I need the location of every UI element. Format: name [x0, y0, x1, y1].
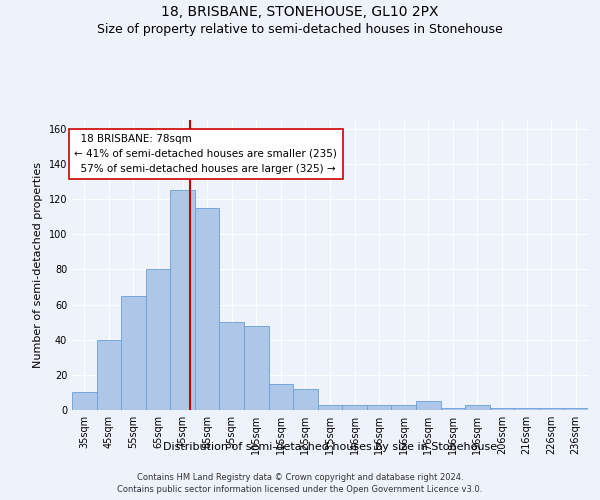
Bar: [465, 404, 490, 410]
Y-axis label: Number of semi-detached properties: Number of semi-detached properties: [33, 162, 43, 368]
Bar: [391, 404, 416, 410]
Text: Contains HM Land Registry data © Crown copyright and database right 2024.: Contains HM Land Registry data © Crown c…: [137, 472, 463, 482]
Bar: [269, 384, 293, 410]
Bar: [170, 190, 195, 410]
Bar: [97, 340, 121, 410]
Text: Size of property relative to semi-detached houses in Stonehouse: Size of property relative to semi-detach…: [97, 22, 503, 36]
Bar: [220, 322, 244, 410]
Bar: [293, 389, 318, 410]
Bar: [195, 208, 220, 410]
Bar: [146, 270, 170, 410]
Bar: [539, 408, 563, 410]
Bar: [318, 404, 342, 410]
Bar: [367, 404, 391, 410]
Bar: [244, 326, 269, 410]
Bar: [490, 408, 514, 410]
Bar: [121, 296, 146, 410]
Text: Contains public sector information licensed under the Open Government Licence v3: Contains public sector information licen…: [118, 485, 482, 494]
Text: 18 BRISBANE: 78sqm
← 41% of semi-detached houses are smaller (235)
  57% of semi: 18 BRISBANE: 78sqm ← 41% of semi-detache…: [74, 134, 337, 173]
Bar: [342, 404, 367, 410]
Bar: [514, 408, 539, 410]
Bar: [440, 408, 465, 410]
Text: 18, BRISBANE, STONEHOUSE, GL10 2PX: 18, BRISBANE, STONEHOUSE, GL10 2PX: [161, 5, 439, 19]
Bar: [416, 401, 440, 410]
Bar: [72, 392, 97, 410]
Bar: [563, 408, 588, 410]
Text: Distribution of semi-detached houses by size in Stonehouse: Distribution of semi-detached houses by …: [163, 442, 497, 452]
